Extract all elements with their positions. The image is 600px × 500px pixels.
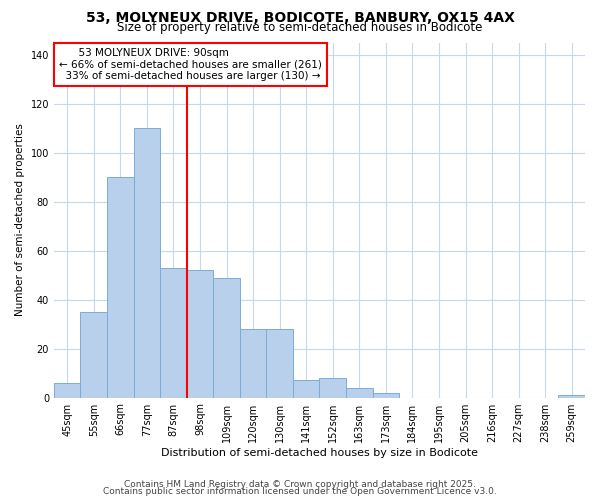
Y-axis label: Number of semi-detached properties: Number of semi-detached properties (15, 124, 25, 316)
Bar (54, 383, 80, 398)
Bar (134, 128, 160, 398)
Bar (293, 380, 319, 398)
Bar (80, 312, 107, 398)
Bar (107, 177, 134, 398)
Bar (187, 270, 213, 398)
Bar (319, 378, 346, 398)
Text: Contains HM Land Registry data © Crown copyright and database right 2025.: Contains HM Land Registry data © Crown c… (124, 480, 476, 489)
Text: 53 MOLYNEUX DRIVE: 90sqm
← 66% of semi-detached houses are smaller (261)
  33% o: 53 MOLYNEUX DRIVE: 90sqm ← 66% of semi-d… (59, 48, 322, 81)
Bar (346, 388, 373, 398)
Bar (266, 329, 293, 398)
X-axis label: Distribution of semi-detached houses by size in Bodicote: Distribution of semi-detached houses by … (161, 448, 478, 458)
Bar (160, 268, 187, 398)
Text: Size of property relative to semi-detached houses in Bodicote: Size of property relative to semi-detach… (118, 21, 482, 34)
Bar (559, 395, 585, 398)
Text: Contains public sector information licensed under the Open Government Licence v3: Contains public sector information licen… (103, 487, 497, 496)
Bar (213, 278, 240, 398)
Text: 53, MOLYNEUX DRIVE, BODICOTE, BANBURY, OX15 4AX: 53, MOLYNEUX DRIVE, BODICOTE, BANBURY, O… (86, 11, 514, 25)
Bar (240, 329, 266, 398)
Bar (373, 392, 399, 398)
